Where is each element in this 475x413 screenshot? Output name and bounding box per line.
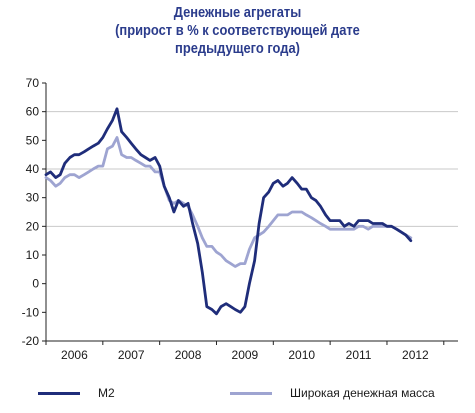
chart-title-line-3: предыдущего года) xyxy=(175,40,300,57)
series-line-m2 xyxy=(44,107,413,316)
x-axis-ticks: 2006 2007 2008 2009 2010 2011 2012 xyxy=(45,341,445,362)
legend-swatch-broad-money xyxy=(230,391,272,395)
x-tick-label: 2006 xyxy=(61,348,88,362)
y-tick-label: 70 xyxy=(26,76,40,90)
legend-label-broad-money: Широкая денежная масса xyxy=(290,386,435,400)
y-tick-label: 40 xyxy=(26,162,40,176)
series-group xyxy=(44,107,413,316)
y-tick-label: -10 xyxy=(22,305,40,319)
x-tick-label: 2009 xyxy=(232,348,259,362)
x-tick-label: 2012 xyxy=(402,348,429,362)
y-axis-ticks: -20 -10 0 10 20 30 40 50 60 70 xyxy=(22,76,46,348)
axes xyxy=(45,83,458,342)
y-tick-label: 10 xyxy=(26,248,40,262)
legend-swatch-m2 xyxy=(38,391,80,395)
legend-item-broad-money: Широкая денежная масса xyxy=(230,384,435,402)
y-tick-label: -20 xyxy=(22,334,40,348)
x-tick-label: 2007 xyxy=(118,348,145,362)
y-tick-label: 50 xyxy=(26,133,40,147)
chart-title-line-2: (прирост в % к соответствующей дате xyxy=(115,22,360,39)
series-line-broad-money xyxy=(44,136,413,268)
y-tick-label: 20 xyxy=(26,219,40,233)
chart-title: Денежные агрегаты (прирост в % к соответ… xyxy=(33,4,442,58)
legend-label-m2: М2 xyxy=(98,386,115,400)
y-tick-label: 60 xyxy=(26,105,40,119)
legend-item-m2: М2 xyxy=(38,384,115,402)
x-tick-label: 2008 xyxy=(175,348,202,362)
y-tick-label: 0 xyxy=(32,277,39,291)
chart-title-line-1: Денежные агрегаты xyxy=(173,4,302,21)
y-tick-label: 30 xyxy=(26,191,40,205)
x-tick-label: 2011 xyxy=(346,348,372,362)
x-tick-label: 2010 xyxy=(288,348,315,362)
